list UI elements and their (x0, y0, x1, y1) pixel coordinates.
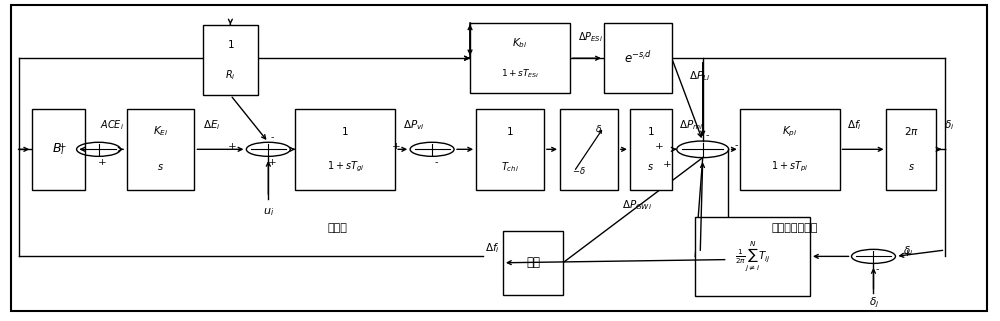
Text: $u_i$: $u_i$ (263, 206, 274, 218)
Text: $s$: $s$ (647, 162, 654, 172)
Text: +: + (392, 142, 401, 151)
FancyBboxPatch shape (740, 108, 840, 190)
Text: +: + (228, 142, 237, 151)
FancyBboxPatch shape (503, 231, 563, 295)
FancyBboxPatch shape (560, 108, 618, 190)
Text: +: + (662, 160, 671, 169)
FancyBboxPatch shape (476, 108, 544, 190)
Text: $T_{chi}$: $T_{chi}$ (501, 160, 519, 174)
FancyBboxPatch shape (11, 5, 987, 311)
Text: $1$: $1$ (341, 126, 349, 137)
Text: $2\pi$: $2\pi$ (904, 126, 919, 137)
Text: $ACE_i$: $ACE_i$ (100, 118, 124, 132)
Text: $\Delta f_i$: $\Delta f_i$ (847, 118, 861, 132)
Text: $1+sT_{pi}$: $1+sT_{pi}$ (771, 160, 808, 174)
Text: $1+sT_{ESi}$: $1+sT_{ESi}$ (501, 67, 539, 80)
Text: $\frac{1}{2\pi}\sum_{j\neq i}^{N}T_{ij}$: $\frac{1}{2\pi}\sum_{j\neq i}^{N}T_{ij}$ (735, 239, 770, 273)
Text: $\Delta P_{GWi}$: $\Delta P_{GWi}$ (622, 198, 652, 212)
Text: $B_i$: $B_i$ (52, 142, 65, 157)
Text: +: + (98, 158, 107, 167)
FancyBboxPatch shape (127, 108, 194, 190)
Text: $K_{pi}$: $K_{pi}$ (782, 124, 797, 139)
Text: $s$: $s$ (908, 162, 915, 172)
FancyBboxPatch shape (203, 25, 258, 95)
Text: 旋转设备及负荷: 旋转设备及负荷 (771, 223, 818, 233)
FancyBboxPatch shape (630, 108, 672, 190)
Text: 风机: 风机 (526, 256, 540, 269)
Text: $1$: $1$ (506, 126, 514, 137)
Text: -: - (735, 142, 738, 151)
Text: $\delta$: $\delta$ (595, 123, 602, 134)
Text: $\delta_j$: $\delta_j$ (869, 296, 880, 310)
Text: $1+sT_{gi}$: $1+sT_{gi}$ (327, 160, 364, 174)
Text: $\Delta f_i$: $\Delta f_i$ (485, 241, 500, 255)
Text: -: - (271, 134, 274, 143)
Text: $\delta_i$: $\delta_i$ (903, 245, 914, 258)
Text: $1$: $1$ (227, 38, 234, 50)
Text: +: + (903, 249, 912, 258)
Text: $s$: $s$ (157, 162, 164, 172)
Text: $\delta_i$: $\delta_i$ (944, 118, 955, 132)
FancyBboxPatch shape (470, 23, 570, 93)
Text: $-\delta$: $-\delta$ (572, 165, 586, 176)
Text: +: + (654, 142, 663, 151)
Text: -: - (876, 265, 879, 274)
Text: $e^{-s_id}$: $e^{-s_id}$ (624, 50, 652, 66)
FancyBboxPatch shape (886, 108, 936, 190)
Text: $K_{bi}$: $K_{bi}$ (512, 36, 528, 50)
Text: -: - (706, 131, 709, 140)
Text: $R_i$: $R_i$ (225, 68, 236, 82)
Text: $\Delta P_{ESi}$: $\Delta P_{ESi}$ (578, 30, 603, 44)
FancyBboxPatch shape (604, 23, 672, 93)
Text: $\Delta P_{vi}$: $\Delta P_{vi}$ (403, 118, 425, 132)
FancyBboxPatch shape (695, 217, 810, 296)
Text: +: + (58, 142, 67, 151)
Text: $K_{Ei}$: $K_{Ei}$ (153, 125, 168, 138)
Text: $\Delta P_{mi}$: $\Delta P_{mi}$ (679, 118, 703, 132)
FancyBboxPatch shape (295, 108, 395, 190)
FancyBboxPatch shape (32, 108, 85, 190)
Text: +: + (268, 158, 277, 167)
Text: $1$: $1$ (647, 126, 655, 137)
Text: 调速器: 调速器 (327, 223, 347, 233)
Text: -: - (434, 158, 438, 167)
Text: $\Delta P_{Li}$: $\Delta P_{Li}$ (689, 69, 710, 83)
Text: $\Delta E_i$: $\Delta E_i$ (203, 118, 221, 132)
